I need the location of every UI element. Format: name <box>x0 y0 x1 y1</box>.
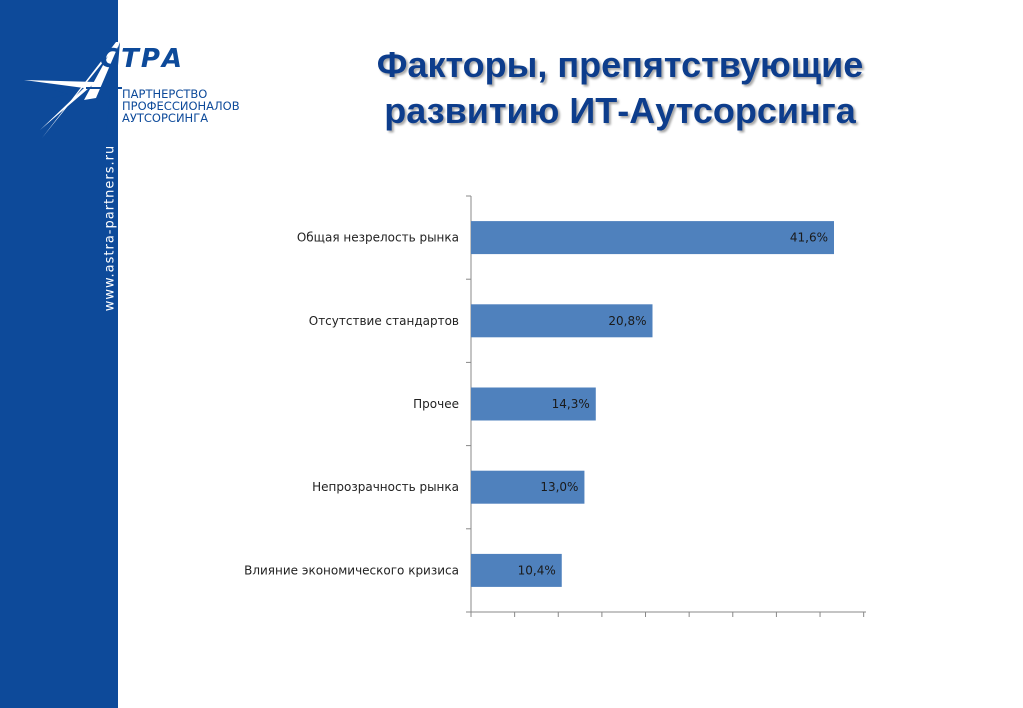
logo-tagline-3: АУТСОРСИНГА <box>122 111 209 125</box>
bar <box>471 304 653 338</box>
bar <box>471 470 585 504</box>
value-label: 20,8% <box>608 314 646 328</box>
page-title: Факторы, препятствующие развитию ИТ-Аутс… <box>300 42 940 134</box>
logo: СТРА ПАРТНЕРСТВО ПРОФЕССИОНАЛОВ АУТСОРСИ… <box>24 38 264 138</box>
logo-star-icon <box>24 42 122 138</box>
category-label: Отсутствие стандартов <box>309 314 459 328</box>
logo-wordmark: СТРА <box>100 44 184 74</box>
page-title-line-2: развитию ИТ-Аутсорсинга <box>384 90 856 131</box>
value-label: 14,3% <box>552 397 590 411</box>
page-title-line-1: Факторы, препятствующие <box>376 44 864 85</box>
logo-tagline-1: ПАРТНЕРСТВО <box>122 87 208 101</box>
sidebar: www.astra-partners.ru <box>0 0 118 708</box>
category-label: Влияние экономического кризиса <box>244 563 459 577</box>
value-label: 13,0% <box>540 480 578 494</box>
bar <box>471 387 596 421</box>
bar <box>471 553 562 587</box>
bar <box>471 221 834 255</box>
category-label: Прочее <box>413 397 459 411</box>
category-label: Непрозрачность рынка <box>312 480 459 494</box>
value-label: 41,6% <box>790 231 828 245</box>
value-label: 10,4% <box>518 563 556 577</box>
category-label: Общая незрелость рынка <box>297 231 459 245</box>
logo-tagline-2: ПРОФЕССИОНАЛОВ <box>122 99 240 113</box>
